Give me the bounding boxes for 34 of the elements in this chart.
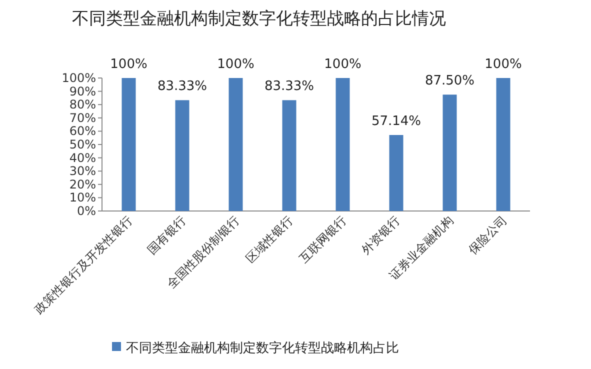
bar [122,78,136,211]
data-label: 100% [217,57,254,72]
x-tick-label: 区域性银行 [243,213,296,266]
y-tick-label: 20% [69,177,96,192]
y-tick-label: 80% [69,98,96,112]
data-label: 83.33% [264,79,314,94]
data-label: 100% [484,57,522,72]
data-label: 83.33% [157,79,208,94]
y-tick-label: 70% [69,110,96,125]
legend-label: 不同类型金融机构制定数字化转型战略机构占比 [126,340,399,356]
bar [228,78,243,211]
data-label: 100% [324,57,362,72]
y-tick-label: 100% [62,71,96,85]
x-tick-label: 互联网银行 [296,213,349,266]
y-tick-label: 60% [69,124,96,138]
x-tick-label: 保险公司 [466,213,510,258]
bar [282,100,296,211]
y-tick-label: 90% [69,84,96,98]
x-tick-label: 外资银行 [358,213,402,258]
chart-title: 不同类型金融机构制定数字化转型战略的占比情况 [72,9,446,29]
bar [442,94,457,211]
y-tick-label: 0% [76,204,96,218]
y-tick-label: 40% [69,150,96,165]
data-label: 57.14% [371,114,422,130]
bar [336,78,350,211]
y-tick-label: 30% [69,164,96,178]
x-tick-label: 国有银行 [144,213,188,258]
bar [175,100,190,211]
bar [496,78,510,211]
y-tick-label: 50% [69,138,96,152]
bar [389,135,404,211]
data-label: 87.50% [424,74,475,89]
data-label: 100% [110,57,148,72]
y-tick-label: 10% [69,190,96,205]
